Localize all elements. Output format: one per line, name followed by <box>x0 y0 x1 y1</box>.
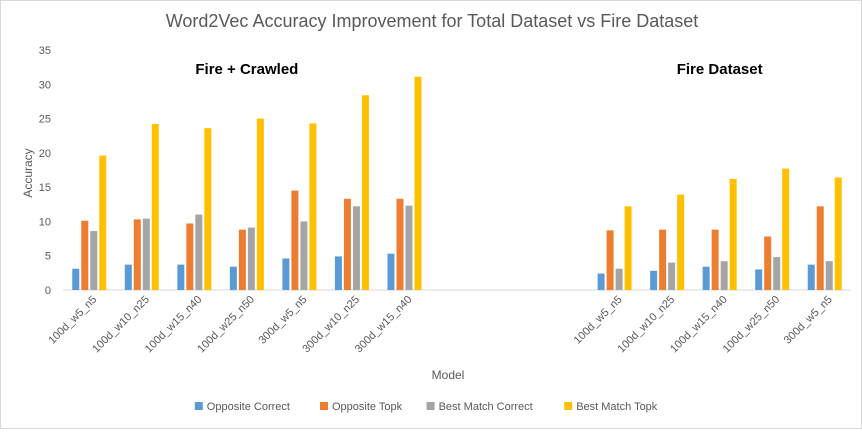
bar-best-match-topk <box>834 177 842 290</box>
bar-best-match-topk <box>729 178 737 290</box>
bar-best-match-topk <box>256 118 264 290</box>
legend-swatch <box>194 402 203 410</box>
bar-opposite-correct <box>229 266 237 290</box>
bar-best-match-topk <box>204 128 212 290</box>
bar-opposite-topk <box>133 219 141 290</box>
y-tick-label: 30 <box>39 79 51 91</box>
bar-opposite-topk <box>291 190 299 290</box>
legend-item: Opposite Topk <box>320 401 403 413</box>
bar-opposite-correct <box>597 273 605 290</box>
legend-item: Opposite Correct <box>194 401 290 413</box>
bar-best-match-topk <box>782 168 790 290</box>
bars <box>72 76 842 290</box>
bar-opposite-correct <box>702 266 710 290</box>
bar-opposite-correct <box>334 256 342 290</box>
legend-swatch <box>564 402 573 410</box>
bar-opposite-topk <box>238 229 246 290</box>
bar-opposite-topk <box>343 198 351 290</box>
bar-best-match-correct <box>615 268 623 290</box>
x-tick-label: 100d_w25_n50 <box>195 294 257 356</box>
bar-best-match-correct <box>90 231 98 290</box>
x-axis: 100d_w5_n5100d_w10_n25100d_w15_n40100d_w… <box>46 289 851 356</box>
bar-opposite-topk <box>396 198 404 290</box>
group-label: Fire + Crawled <box>195 61 298 78</box>
bar-opposite-topk <box>186 223 194 290</box>
bar-opposite-topk <box>816 206 824 290</box>
legend-item: Best Match Topk <box>564 401 658 413</box>
bar-opposite-topk <box>606 230 614 290</box>
legend: Opposite Correct Opposite Topk Best Match … <box>194 401 658 413</box>
bar-best-match-topk <box>309 123 317 290</box>
bar-opposite-topk <box>81 220 89 290</box>
y-tick-label: 25 <box>39 114 51 126</box>
y-tick-label: 5 <box>45 251 51 263</box>
x-tick-label: 300d_w5_n5 <box>782 294 835 347</box>
legend-item: Best Match Correct <box>426 401 533 413</box>
bar-best-match-topk <box>677 194 685 290</box>
bar-opposite-topk <box>711 229 719 290</box>
bar-best-match-correct <box>405 205 413 290</box>
bar-best-match-correct <box>352 206 360 290</box>
x-tick-label: 100d_w25_n50 <box>721 294 783 356</box>
legend-swatch <box>426 402 435 410</box>
x-tick-label: 100d_w5_n5 <box>46 294 99 347</box>
y-axis: 0 5 10 15 20 25 30 35 <box>39 45 51 297</box>
bar-opposite-correct <box>177 264 185 290</box>
x-axis-label: Model <box>432 368 465 382</box>
y-tick-label: 20 <box>39 148 51 160</box>
y-tick-label: 10 <box>39 216 51 228</box>
x-tick-label: 300d_w15_n40 <box>353 294 415 356</box>
chart-title: Word2Vec Accuracy Improvement for Total … <box>166 11 699 31</box>
bar-best-match-correct <box>720 261 728 290</box>
bar-opposite-correct <box>282 258 290 290</box>
bar-best-match-correct <box>773 257 781 290</box>
bar-opposite-correct <box>807 264 815 290</box>
bar-opposite-correct <box>124 264 132 290</box>
bar-best-match-topk <box>624 206 632 290</box>
group-label: Fire Dataset <box>677 61 763 78</box>
bar-best-match-topk <box>414 76 422 290</box>
bar-opposite-correct <box>72 268 80 290</box>
bar-best-match-correct <box>300 221 308 290</box>
y-tick-label: 15 <box>39 182 51 194</box>
bar-best-match-correct <box>825 261 833 290</box>
y-tick-label: 35 <box>39 45 51 57</box>
bar-opposite-correct <box>387 253 395 290</box>
legend-label: Opposite Topk <box>332 401 403 413</box>
y-axis-label: Accuracy <box>21 148 35 197</box>
legend-label: Opposite Correct <box>207 401 290 413</box>
legend-label: Best Match Topk <box>576 401 658 413</box>
bar-best-match-correct <box>142 218 150 290</box>
x-tick-label: 300d_w5_n5 <box>256 294 309 347</box>
legend-label: Best Match Correct <box>439 401 533 413</box>
group-labels: Fire + Crawled Fire Dataset <box>195 61 762 78</box>
bar-opposite-correct <box>650 270 658 290</box>
bar-best-match-topk <box>151 124 159 290</box>
legend-swatch <box>320 402 328 410</box>
bar-best-match-correct <box>195 214 203 290</box>
bar-best-match-topk <box>361 95 369 290</box>
bar-best-match-topk <box>99 155 107 290</box>
bar-opposite-topk <box>659 229 667 290</box>
y-tick-label: 0 <box>45 285 51 297</box>
bar-best-match-correct <box>668 262 676 290</box>
bar-opposite-topk <box>764 236 772 290</box>
x-tick-label: 100d_w5_n5 <box>572 294 625 347</box>
bar-opposite-correct <box>755 269 763 290</box>
bar-best-match-correct <box>247 227 255 290</box>
